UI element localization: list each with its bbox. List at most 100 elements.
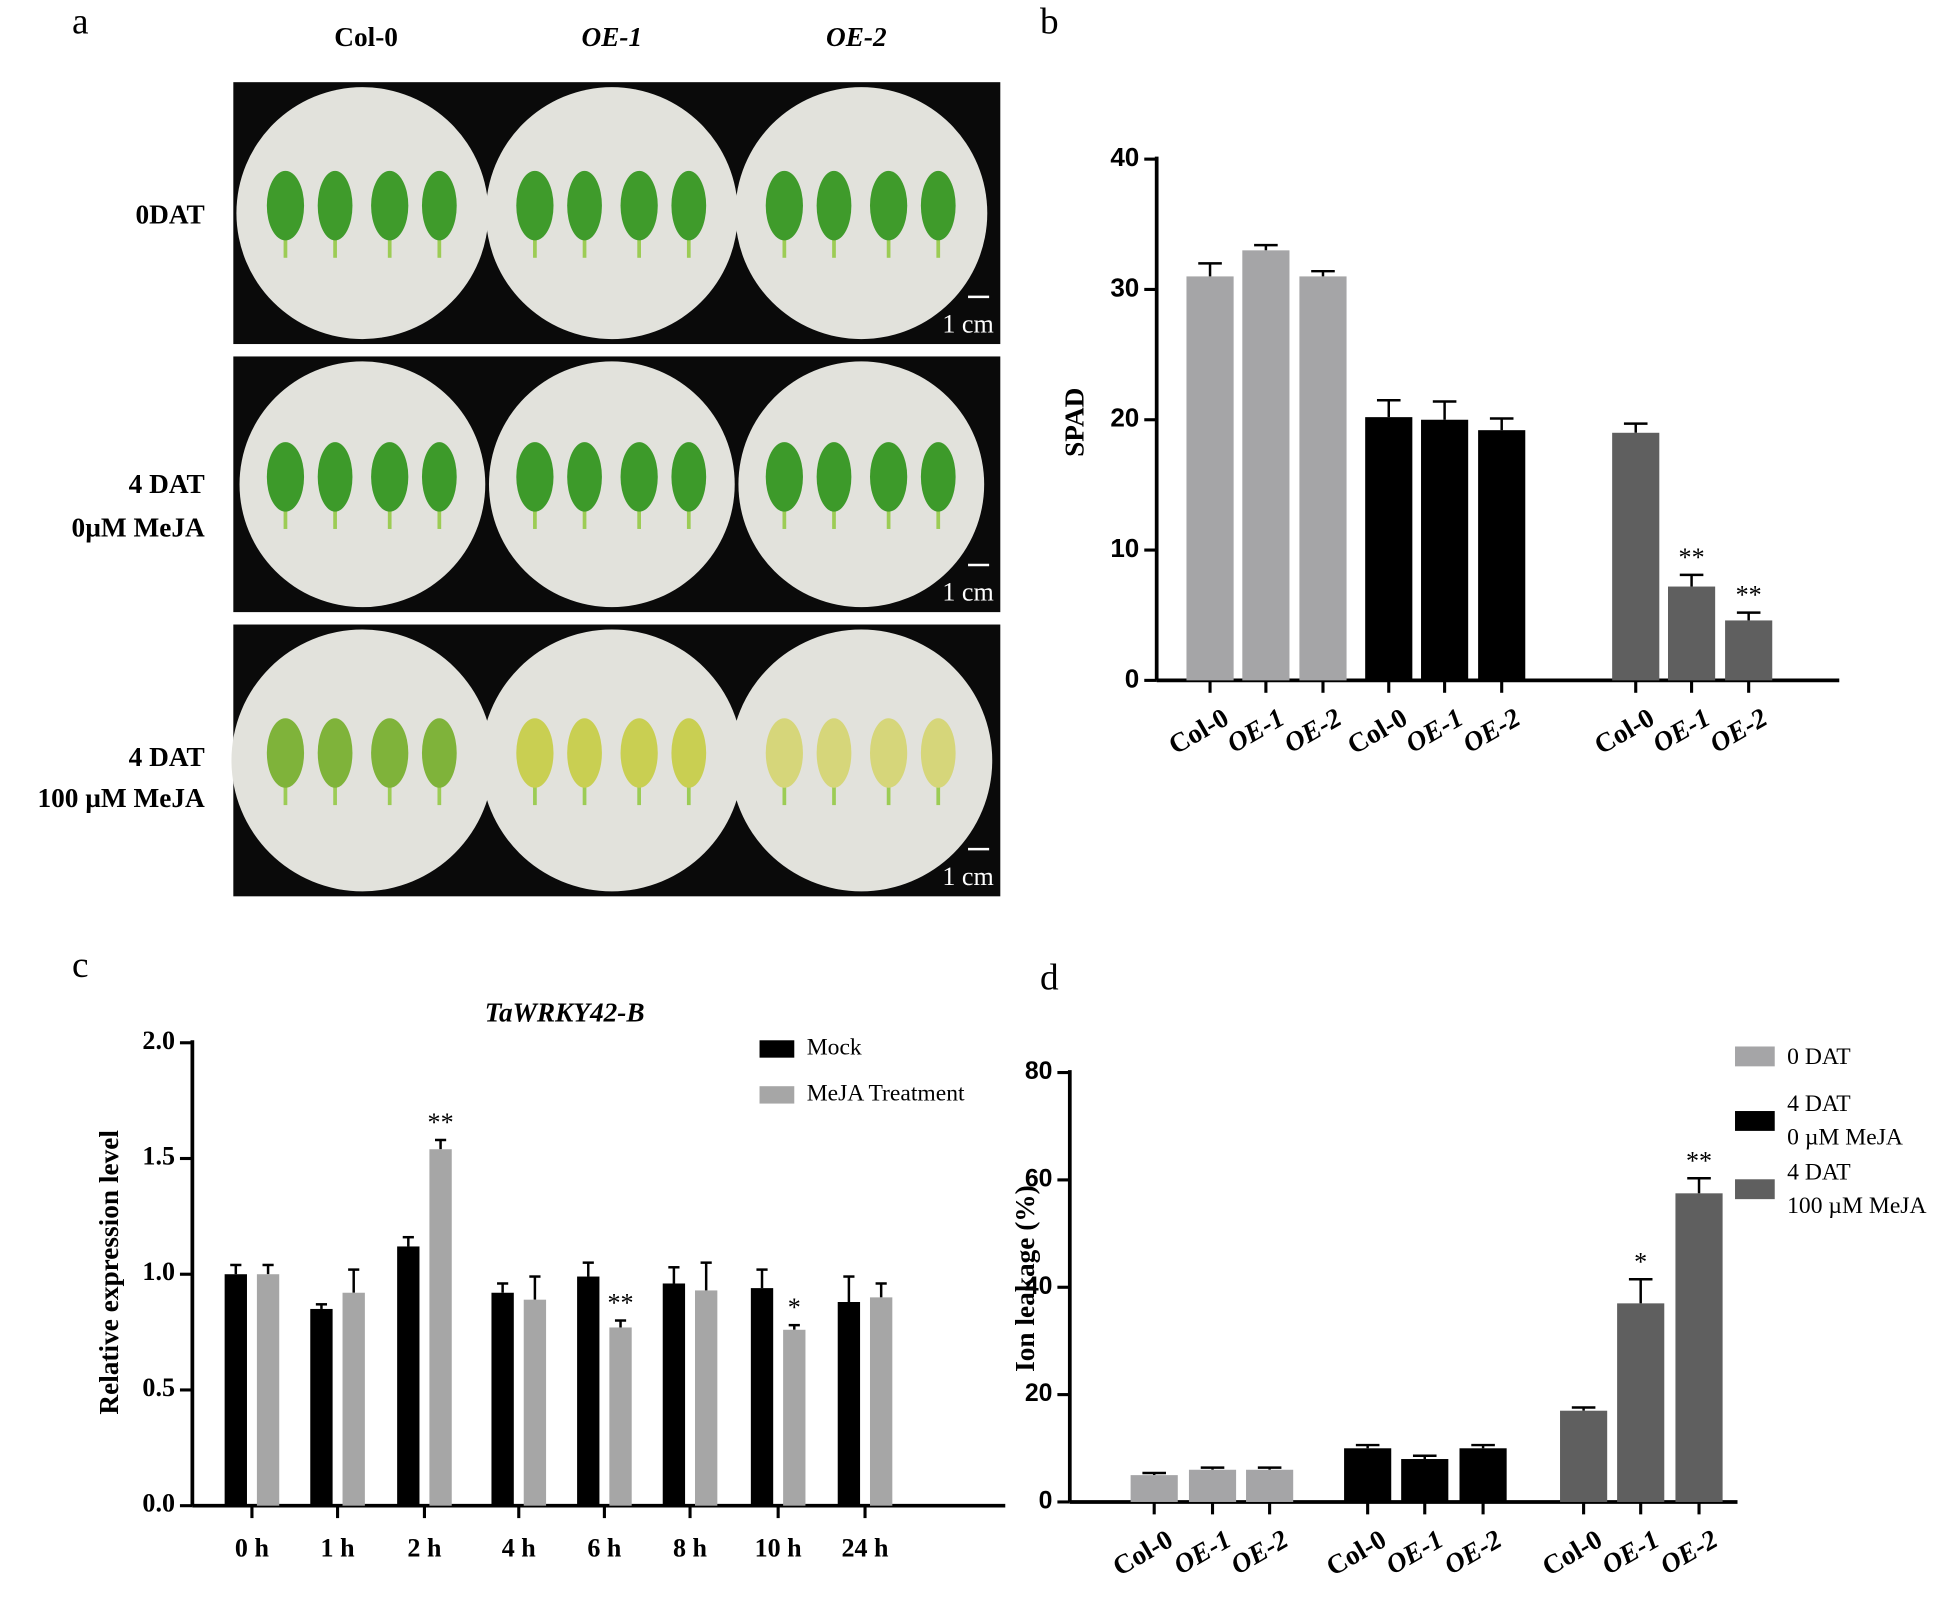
y-axis-label: SPAD bbox=[1060, 388, 1090, 457]
y-axis-label: Ion leakage (%) bbox=[1010, 1185, 1040, 1372]
leaf bbox=[869, 170, 908, 241]
bar bbox=[577, 1276, 600, 1506]
x-tick-label: 8 h bbox=[673, 1533, 708, 1562]
y-tick-label: 80 bbox=[1025, 1058, 1053, 1085]
significance-label: * bbox=[1634, 1247, 1647, 1276]
legend-label: 4 DAT 100 µM MeJA bbox=[1787, 1159, 1927, 1219]
bar bbox=[491, 1292, 514, 1506]
plate bbox=[735, 87, 988, 340]
y-tick-label: 0.5 bbox=[142, 1373, 175, 1402]
bar bbox=[256, 1274, 280, 1506]
bar bbox=[429, 1149, 452, 1506]
legend-item: 0 DAT bbox=[1787, 1043, 1851, 1070]
x-tick-label: OE-1 bbox=[1648, 702, 1716, 758]
legend-label: Mock bbox=[807, 1034, 862, 1060]
bar bbox=[1421, 419, 1469, 681]
column-label: Col-0 bbox=[334, 22, 398, 52]
legend-swatch bbox=[759, 1086, 795, 1104]
panel-label: d bbox=[1040, 957, 1059, 998]
leaf bbox=[671, 442, 707, 512]
leaf bbox=[816, 170, 852, 241]
significance-label: ** bbox=[1679, 543, 1705, 572]
plate bbox=[236, 87, 489, 340]
x-tick-label: Col-0 bbox=[1108, 1524, 1178, 1582]
leaf bbox=[371, 442, 409, 512]
leaf bbox=[421, 442, 457, 512]
x-tick-label: OE-2 bbox=[1279, 702, 1347, 758]
scale-bar-label: 1 cm bbox=[942, 310, 993, 339]
x-tick-label: OE-1 bbox=[1222, 702, 1290, 758]
bar bbox=[1725, 620, 1773, 681]
scale-bar-label: 1 cm bbox=[942, 862, 993, 891]
bar bbox=[783, 1329, 806, 1506]
plate bbox=[738, 361, 985, 608]
significance-label: * bbox=[788, 1293, 801, 1322]
leaf bbox=[567, 442, 602, 512]
leaf bbox=[869, 442, 908, 512]
row-label: 0µM MeJA bbox=[72, 512, 205, 542]
x-tick-label: 10 h bbox=[755, 1533, 803, 1562]
y-tick-label: 0 bbox=[1125, 663, 1140, 693]
significance-label: ** bbox=[608, 1289, 634, 1318]
legend-label: MeJA Treatment bbox=[807, 1080, 965, 1106]
legend-swatch bbox=[759, 1040, 795, 1058]
x-tick-label: OE-2 bbox=[1705, 702, 1773, 758]
bar bbox=[1188, 1469, 1237, 1502]
bar bbox=[1401, 1459, 1449, 1502]
leaf bbox=[869, 718, 908, 788]
leaf bbox=[516, 442, 554, 512]
x-tick-label: 1 h bbox=[321, 1533, 356, 1562]
x-tick-label: OE-1 bbox=[1381, 1524, 1449, 1580]
leaf bbox=[920, 170, 956, 241]
bar bbox=[1246, 1469, 1294, 1502]
row-label: 100 µM MeJA bbox=[37, 783, 205, 813]
significance-label: ** bbox=[428, 1108, 454, 1137]
bar bbox=[1130, 1475, 1178, 1502]
leaf bbox=[671, 170, 707, 241]
bar bbox=[1675, 1193, 1723, 1502]
leaf bbox=[371, 170, 409, 241]
x-tick-label: Col-0 bbox=[1321, 1524, 1391, 1582]
x-tick-label: OE-1 bbox=[1401, 702, 1469, 758]
legend-swatch bbox=[1735, 1179, 1775, 1200]
x-tick-label: 6 h bbox=[587, 1533, 622, 1562]
y-tick-label: 60 bbox=[1025, 1165, 1053, 1192]
leaf bbox=[266, 170, 305, 241]
legend-swatch bbox=[1735, 1046, 1775, 1067]
leaf bbox=[920, 442, 956, 512]
bar bbox=[523, 1299, 547, 1506]
leaf bbox=[317, 718, 353, 788]
bar bbox=[342, 1292, 365, 1506]
leaf bbox=[765, 718, 803, 788]
x-tick-label: 2 h bbox=[407, 1533, 442, 1562]
y-tick-label: 2.0 bbox=[142, 1026, 175, 1055]
bar bbox=[609, 1327, 632, 1506]
plate bbox=[730, 629, 993, 892]
row-label: 4 DAT bbox=[129, 742, 205, 772]
x-tick-label: 4 h bbox=[502, 1533, 537, 1562]
y-tick-label: 1.5 bbox=[142, 1141, 175, 1170]
chart-title: TaWRKY42-B bbox=[485, 998, 645, 1028]
leaf bbox=[816, 718, 852, 788]
row-label: 4 DAT bbox=[129, 469, 205, 499]
y-tick-label: 40 bbox=[1110, 142, 1139, 172]
bar bbox=[1186, 276, 1234, 681]
leaf bbox=[317, 442, 353, 512]
leaf bbox=[516, 718, 554, 788]
x-tick-label: 0 h bbox=[235, 1533, 270, 1562]
bar bbox=[750, 1288, 774, 1506]
y-tick-label: 0 bbox=[1039, 1488, 1053, 1515]
significance-label: ** bbox=[1686, 1146, 1712, 1175]
leaf bbox=[567, 170, 602, 241]
leaf bbox=[317, 170, 353, 241]
leaf bbox=[620, 442, 658, 512]
legend-item: 4 DAT 100 µM MeJA bbox=[1787, 1159, 1927, 1219]
x-tick-label: 24 h bbox=[842, 1533, 890, 1562]
bar bbox=[1242, 250, 1290, 681]
leaf bbox=[765, 442, 803, 512]
legend-item: 4 DAT 0 µM MeJA bbox=[1787, 1091, 1903, 1151]
legend-label: 0 DAT bbox=[1787, 1043, 1851, 1070]
leaf bbox=[765, 170, 803, 241]
bar bbox=[1560, 1410, 1608, 1502]
bar bbox=[1344, 1448, 1392, 1502]
